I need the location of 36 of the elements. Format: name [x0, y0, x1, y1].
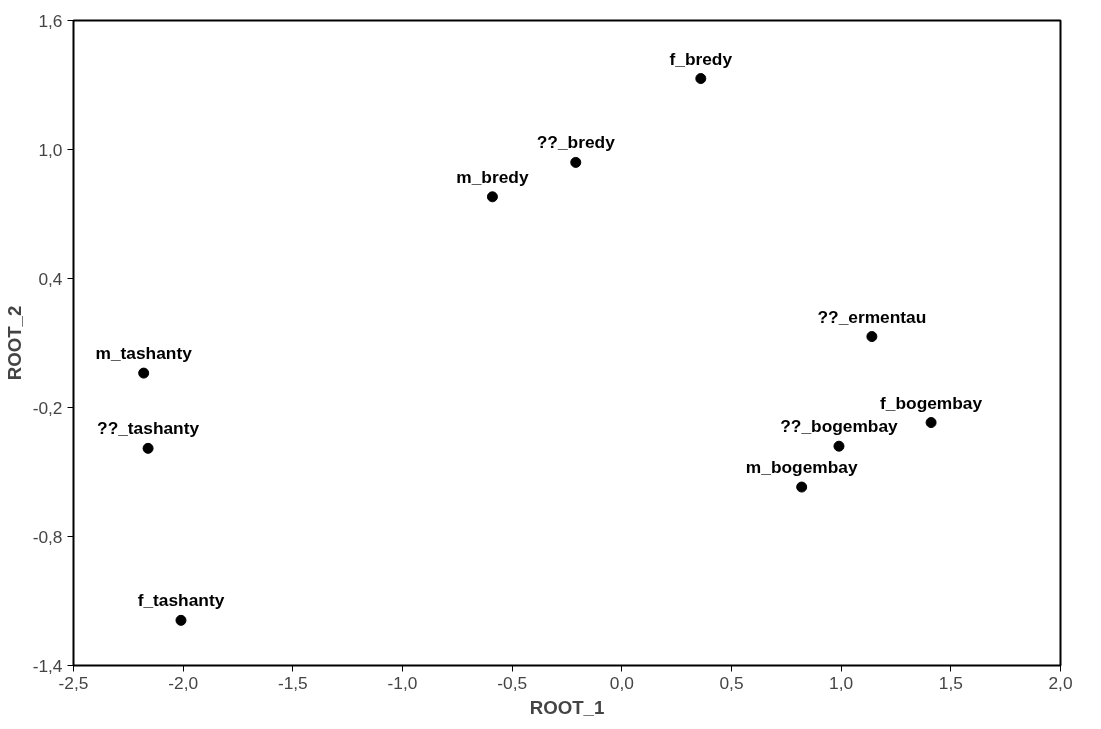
point: [142, 442, 154, 454]
point: [925, 417, 937, 429]
x-tick-label: 1,5: [938, 672, 963, 693]
point: [570, 156, 582, 168]
x-tick-label: -1,5: [277, 672, 308, 693]
y-axis-title: ROOT_2: [3, 305, 25, 381]
annotation: m_bredy: [456, 166, 529, 187]
point: [695, 73, 707, 85]
point: [866, 331, 878, 343]
annotation: ??_bredy: [536, 132, 616, 153]
point: [796, 481, 808, 493]
point: [486, 191, 498, 203]
annotation: ??_ermentau: [817, 306, 927, 327]
x-tick-label: 0,5: [719, 672, 744, 693]
x-tick-label: 1,0: [829, 672, 854, 693]
x-tick-label: 0,0: [609, 672, 634, 693]
annotation: ??_bogembay: [780, 416, 899, 437]
y-tick-label: -0,8: [32, 526, 63, 547]
y-tick-label: 1,6: [38, 10, 63, 31]
annotation: ??_tashanty: [97, 418, 200, 439]
point: [138, 367, 150, 379]
x-tick-label: -1,0: [387, 672, 418, 693]
x-axis-title: ROOT_1: [529, 696, 605, 718]
y-tick-label: 0,4: [38, 268, 63, 289]
y-tick-label: 1,0: [38, 139, 63, 160]
annotation: f_tashanty: [137, 590, 225, 611]
y-tick-label: -0,2: [32, 397, 63, 418]
x-tick-label: -2,0: [168, 672, 199, 693]
annotation: f_bogembay: [880, 392, 983, 413]
point: [175, 614, 187, 626]
x-tick-label: -0,5: [497, 672, 528, 693]
x-tick-label: 2,0: [1048, 672, 1073, 693]
point: [833, 440, 845, 452]
annotation: m_bogembay: [745, 457, 858, 478]
annotation: m_tashanty: [95, 343, 193, 364]
annotation: f_bredy: [669, 48, 733, 69]
